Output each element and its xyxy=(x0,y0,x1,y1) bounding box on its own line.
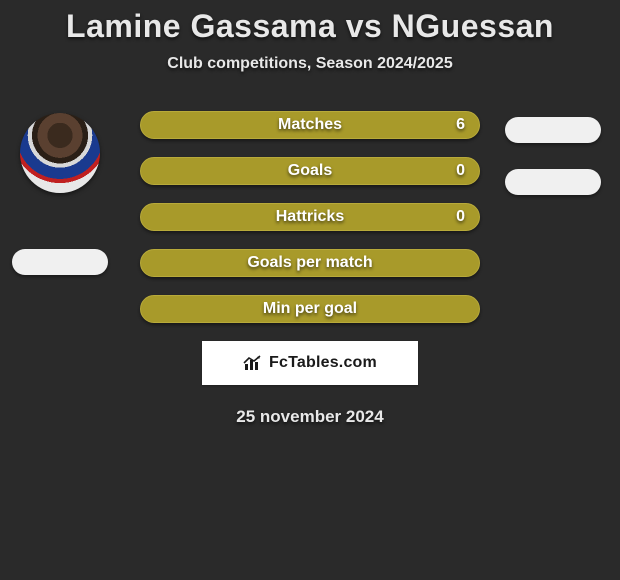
stat-bar-label: Hattricks xyxy=(141,204,479,230)
player-right-pill-1 xyxy=(505,117,601,143)
stat-bar: Goals per match xyxy=(140,249,480,277)
player-left-column xyxy=(10,111,110,275)
stat-bar-value: 6 xyxy=(456,112,465,138)
stat-bar-label: Matches xyxy=(141,112,479,138)
footer-date: 25 november 2024 xyxy=(0,407,620,427)
page-subtitle: Club competitions, Season 2024/2025 xyxy=(0,55,620,73)
stat-bar: Min per goal xyxy=(140,295,480,323)
player-left-avatar xyxy=(20,113,100,193)
footer-brand-text: FcTables.com xyxy=(269,354,377,372)
page-title: Lamine Gassama vs NGuessan xyxy=(0,8,620,45)
stat-bars: Matches6Goals0Hattricks0Goals per matchM… xyxy=(140,111,480,323)
player-left-name-pill xyxy=(12,249,108,275)
player-right-column xyxy=(498,111,608,195)
player-right-pill-2 xyxy=(505,169,601,195)
infographic-container: Lamine Gassama vs NGuessan Club competit… xyxy=(0,0,620,427)
footer-brand-badge: FcTables.com xyxy=(202,341,418,385)
stat-bar-label: Goals per match xyxy=(141,250,479,276)
stat-bar-value: 0 xyxy=(456,204,465,230)
stat-bar-label: Goals xyxy=(141,158,479,184)
stat-bar: Goals0 xyxy=(140,157,480,185)
content-area: Matches6Goals0Hattricks0Goals per matchM… xyxy=(0,111,620,323)
stat-bar: Matches6 xyxy=(140,111,480,139)
stat-bar-value: 0 xyxy=(456,158,465,184)
chart-icon xyxy=(243,355,263,371)
stat-bar-label: Min per goal xyxy=(141,296,479,322)
stat-bar: Hattricks0 xyxy=(140,203,480,231)
